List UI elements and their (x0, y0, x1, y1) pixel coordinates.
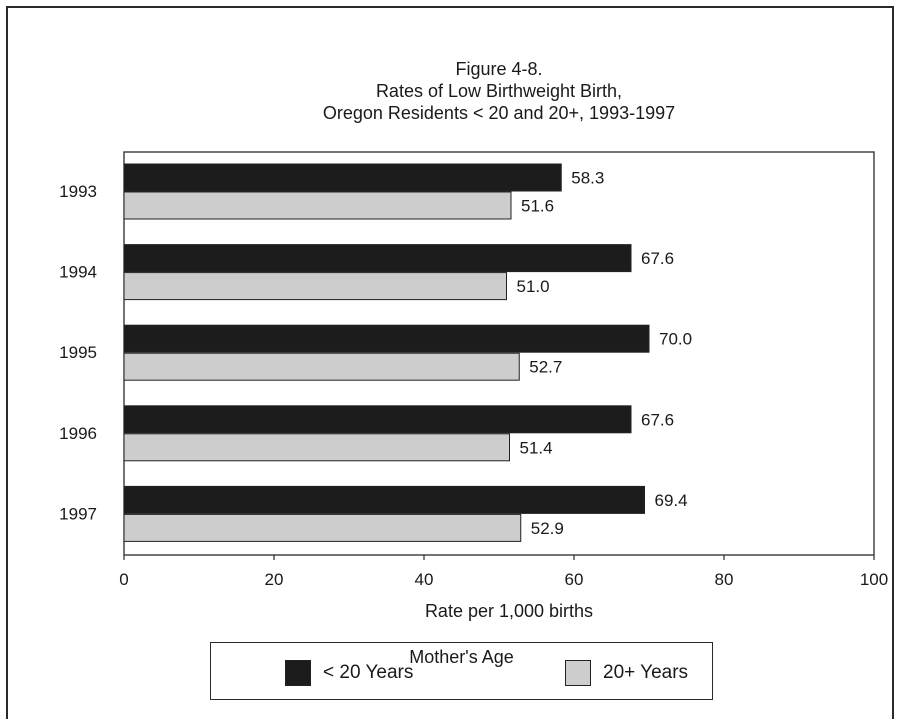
data-label-under-20-1997: 69.4 (655, 491, 688, 510)
data-label-20-plus-1997: 52.9 (531, 519, 564, 538)
legend: Mother's Age < 20 Years 20+ Years (210, 642, 713, 700)
x-tick-label-20: 20 (265, 570, 284, 589)
bar-under-20-1996 (123, 405, 632, 434)
y-tick-label-1993: 1993 (59, 182, 97, 201)
legend-swatch-20-plus (565, 660, 591, 686)
legend-label-20-plus: 20+ Years (603, 662, 689, 683)
bar-20-plus-1997 (123, 513, 522, 542)
data-label-under-20-1996: 67.6 (641, 410, 674, 429)
chart-title: Figure 4-8. (455, 59, 543, 79)
bar-under-20-1994 (123, 244, 632, 273)
legend-entry-under-20: < 20 Years (285, 659, 413, 687)
bar-20-plus-1996 (123, 433, 510, 462)
data-label-under-20-1995: 70.0 (659, 330, 692, 349)
legend-swatch-under-20 (285, 660, 311, 686)
bar-20-plus-1993 (123, 191, 512, 220)
x-tick-label-100: 100 (860, 570, 888, 589)
bar-under-20-1997 (123, 485, 645, 514)
x-tick-label-40: 40 (415, 570, 434, 589)
x-tick-label-60: 60 (565, 570, 584, 589)
legend-title: Mother's Age (409, 647, 514, 667)
bar-under-20-1993 (123, 163, 562, 192)
data-label-under-20-1994: 67.6 (641, 249, 674, 268)
x-axis-label: Rate per 1,000 births (425, 601, 593, 621)
chart-subtitle-line-2: Oregon Residents < 20 and 20+, 1993-1997 (322, 103, 676, 123)
y-tick-label-1995: 1995 (59, 343, 97, 362)
chart-subtitle-line-1: Rates of Low Birthweight Birth, (375, 81, 623, 101)
data-label-under-20-1993: 58.3 (571, 169, 604, 188)
x-tick-label-80: 80 (715, 570, 734, 589)
chart-frame (6, 6, 894, 719)
y-tick-label-1996: 1996 (59, 424, 97, 443)
bar-under-20-1995 (123, 324, 650, 353)
legend-entry-20-plus: 20+ Years (565, 659, 688, 687)
bar-20-plus-1995 (123, 352, 520, 381)
chart-titles: Figure 4-8. Rates of Low Birthweight Bir… (124, 58, 874, 124)
x-tick-label-0: 0 (119, 570, 128, 589)
bar-20-plus-1994 (123, 272, 507, 301)
data-label-20-plus-1994: 51.0 (517, 277, 550, 296)
y-tick-label-1994: 1994 (59, 263, 97, 282)
y-tick-label-1997: 1997 (59, 504, 97, 523)
data-label-20-plus-1995: 52.7 (529, 358, 562, 377)
legend-label-under-20: < 20 Years (323, 662, 414, 683)
data-label-20-plus-1993: 51.6 (521, 197, 554, 216)
data-label-20-plus-1996: 51.4 (520, 438, 553, 457)
